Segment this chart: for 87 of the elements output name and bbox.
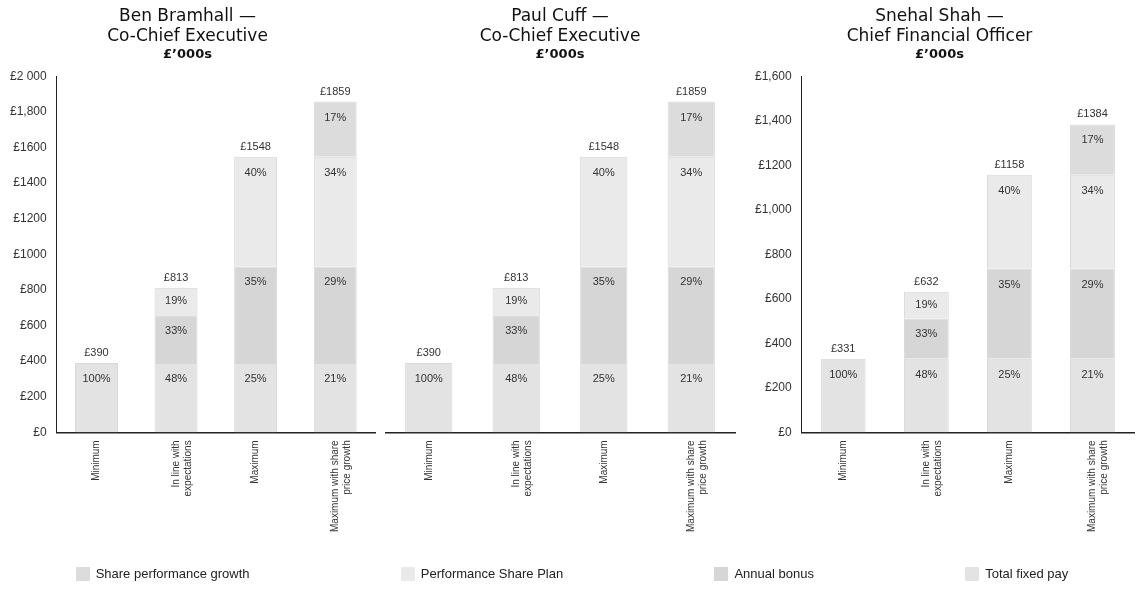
annotation: 40% — [244, 165, 267, 178]
annotation: 17% — [680, 110, 703, 123]
total-label: £813 — [504, 270, 529, 283]
total-label: £1859 — [675, 84, 707, 97]
chart-subtitle: £’000s — [915, 45, 965, 61]
annotation: 29% — [1081, 277, 1104, 290]
y-tick-label: £800 — [765, 246, 793, 261]
y-tick-label: £1,000 — [755, 202, 793, 217]
x-tick-label: Minimum — [90, 440, 102, 481]
legend-label: Share performance growth — [95, 566, 250, 581]
x-tick-label: Minimum — [422, 440, 434, 481]
total-label: £390 — [84, 345, 109, 358]
annotation: 19% — [915, 298, 938, 311]
y-tick-label: £200 — [765, 380, 793, 395]
y-tick-label: £1200 — [758, 157, 793, 172]
total-label: £1548 — [240, 139, 271, 152]
annotation: 35% — [244, 275, 267, 288]
annotation: 100% — [82, 371, 111, 384]
chart-title: Snehal Shah — Chief Financial Officer — [846, 4, 1033, 46]
y-tick-label: £2 000 — [10, 68, 48, 83]
total-label: £813 — [163, 270, 189, 283]
annotation: 29% — [324, 275, 347, 288]
total-label: £632 — [914, 274, 939, 287]
annotation: 19% — [165, 294, 188, 307]
y-tick-label: £600 — [765, 291, 793, 306]
annotation: 34% — [680, 165, 703, 178]
y-tick-label: £1200 — [13, 211, 48, 226]
y-tick-label: £1400 — [13, 175, 48, 190]
annotation: 100% — [829, 367, 858, 380]
y-tick-label: £1,600 — [755, 68, 793, 83]
y-tick-label: £0 — [33, 424, 48, 439]
y-tick-label: £600 — [20, 317, 48, 332]
annotation: 34% — [324, 165, 347, 178]
x-tick-label: In line with expectations — [510, 440, 533, 497]
legend-label: Performance Share Plan — [420, 566, 564, 581]
chart-title: Paul Cuff — Co-Chief Executive — [479, 4, 641, 46]
annotation: 17% — [1081, 133, 1104, 146]
annotation: 33% — [505, 324, 528, 337]
chart-subtitle: £’000s — [535, 45, 585, 61]
chart-subtitle: £’000s — [163, 45, 213, 61]
total-label: £331 — [831, 341, 856, 354]
total-label: £390 — [416, 345, 441, 358]
y-tick-label: £1,400 — [755, 113, 793, 128]
annotation: 17% — [324, 110, 347, 123]
x-tick-label: In line with expectations — [920, 440, 944, 497]
legend-label: Total fixed pay — [985, 566, 1069, 581]
y-tick-label: £400 — [765, 335, 793, 350]
annotation: 29% — [680, 275, 703, 288]
x-tick-label: Minimum — [836, 440, 848, 481]
y-tick-label: £400 — [20, 353, 48, 368]
annotation: 33% — [915, 327, 938, 340]
annotation: 35% — [998, 277, 1021, 290]
chart-title: Ben Bramhall — Co-Chief Executive — [107, 4, 268, 46]
y-tick-label: £800 — [20, 282, 48, 297]
total-label: £1548 — [588, 139, 620, 152]
annotation: 48% — [915, 367, 938, 380]
annotation: 21% — [324, 371, 347, 384]
annotation: 25% — [244, 371, 267, 384]
x-tick-label: Maximum with share price growth — [685, 439, 708, 533]
x-tick-label: Maximum with share price growth — [328, 439, 352, 533]
total-label: £1158 — [994, 157, 1025, 170]
y-tick-label: £200 — [20, 389, 48, 404]
x-tick-label: In line with expectations — [169, 440, 193, 497]
annotation: 25% — [998, 367, 1021, 380]
annotation: 40% — [592, 165, 615, 178]
y-tick-label: £1,800 — [10, 104, 48, 119]
annotation: 33% — [165, 324, 188, 337]
x-tick-label: Maximum — [249, 440, 261, 484]
x-tick-label: Maximum — [597, 440, 609, 484]
annotation: 25% — [592, 371, 615, 384]
annotation: 48% — [165, 371, 188, 384]
total-label: £1859 — [319, 84, 351, 97]
y-tick-label: £0 — [778, 424, 793, 439]
annotation: 100% — [414, 371, 444, 384]
annotation: 21% — [680, 371, 703, 384]
x-tick-label: Maximum with share price growth — [1086, 439, 1110, 533]
annotation: 21% — [1081, 367, 1104, 380]
legend-label: Annual bonus — [734, 566, 814, 581]
annotation: 35% — [592, 275, 615, 288]
annotation: 19% — [505, 294, 528, 307]
annotation: 48% — [505, 371, 528, 384]
annotation: 40% — [998, 183, 1021, 196]
y-tick-label: £1600 — [13, 139, 48, 154]
total-label: £1384 — [1077, 107, 1108, 120]
x-tick-label: Maximum — [1003, 440, 1015, 484]
annotation: 34% — [1081, 183, 1104, 196]
y-tick-label: £1000 — [13, 246, 48, 261]
